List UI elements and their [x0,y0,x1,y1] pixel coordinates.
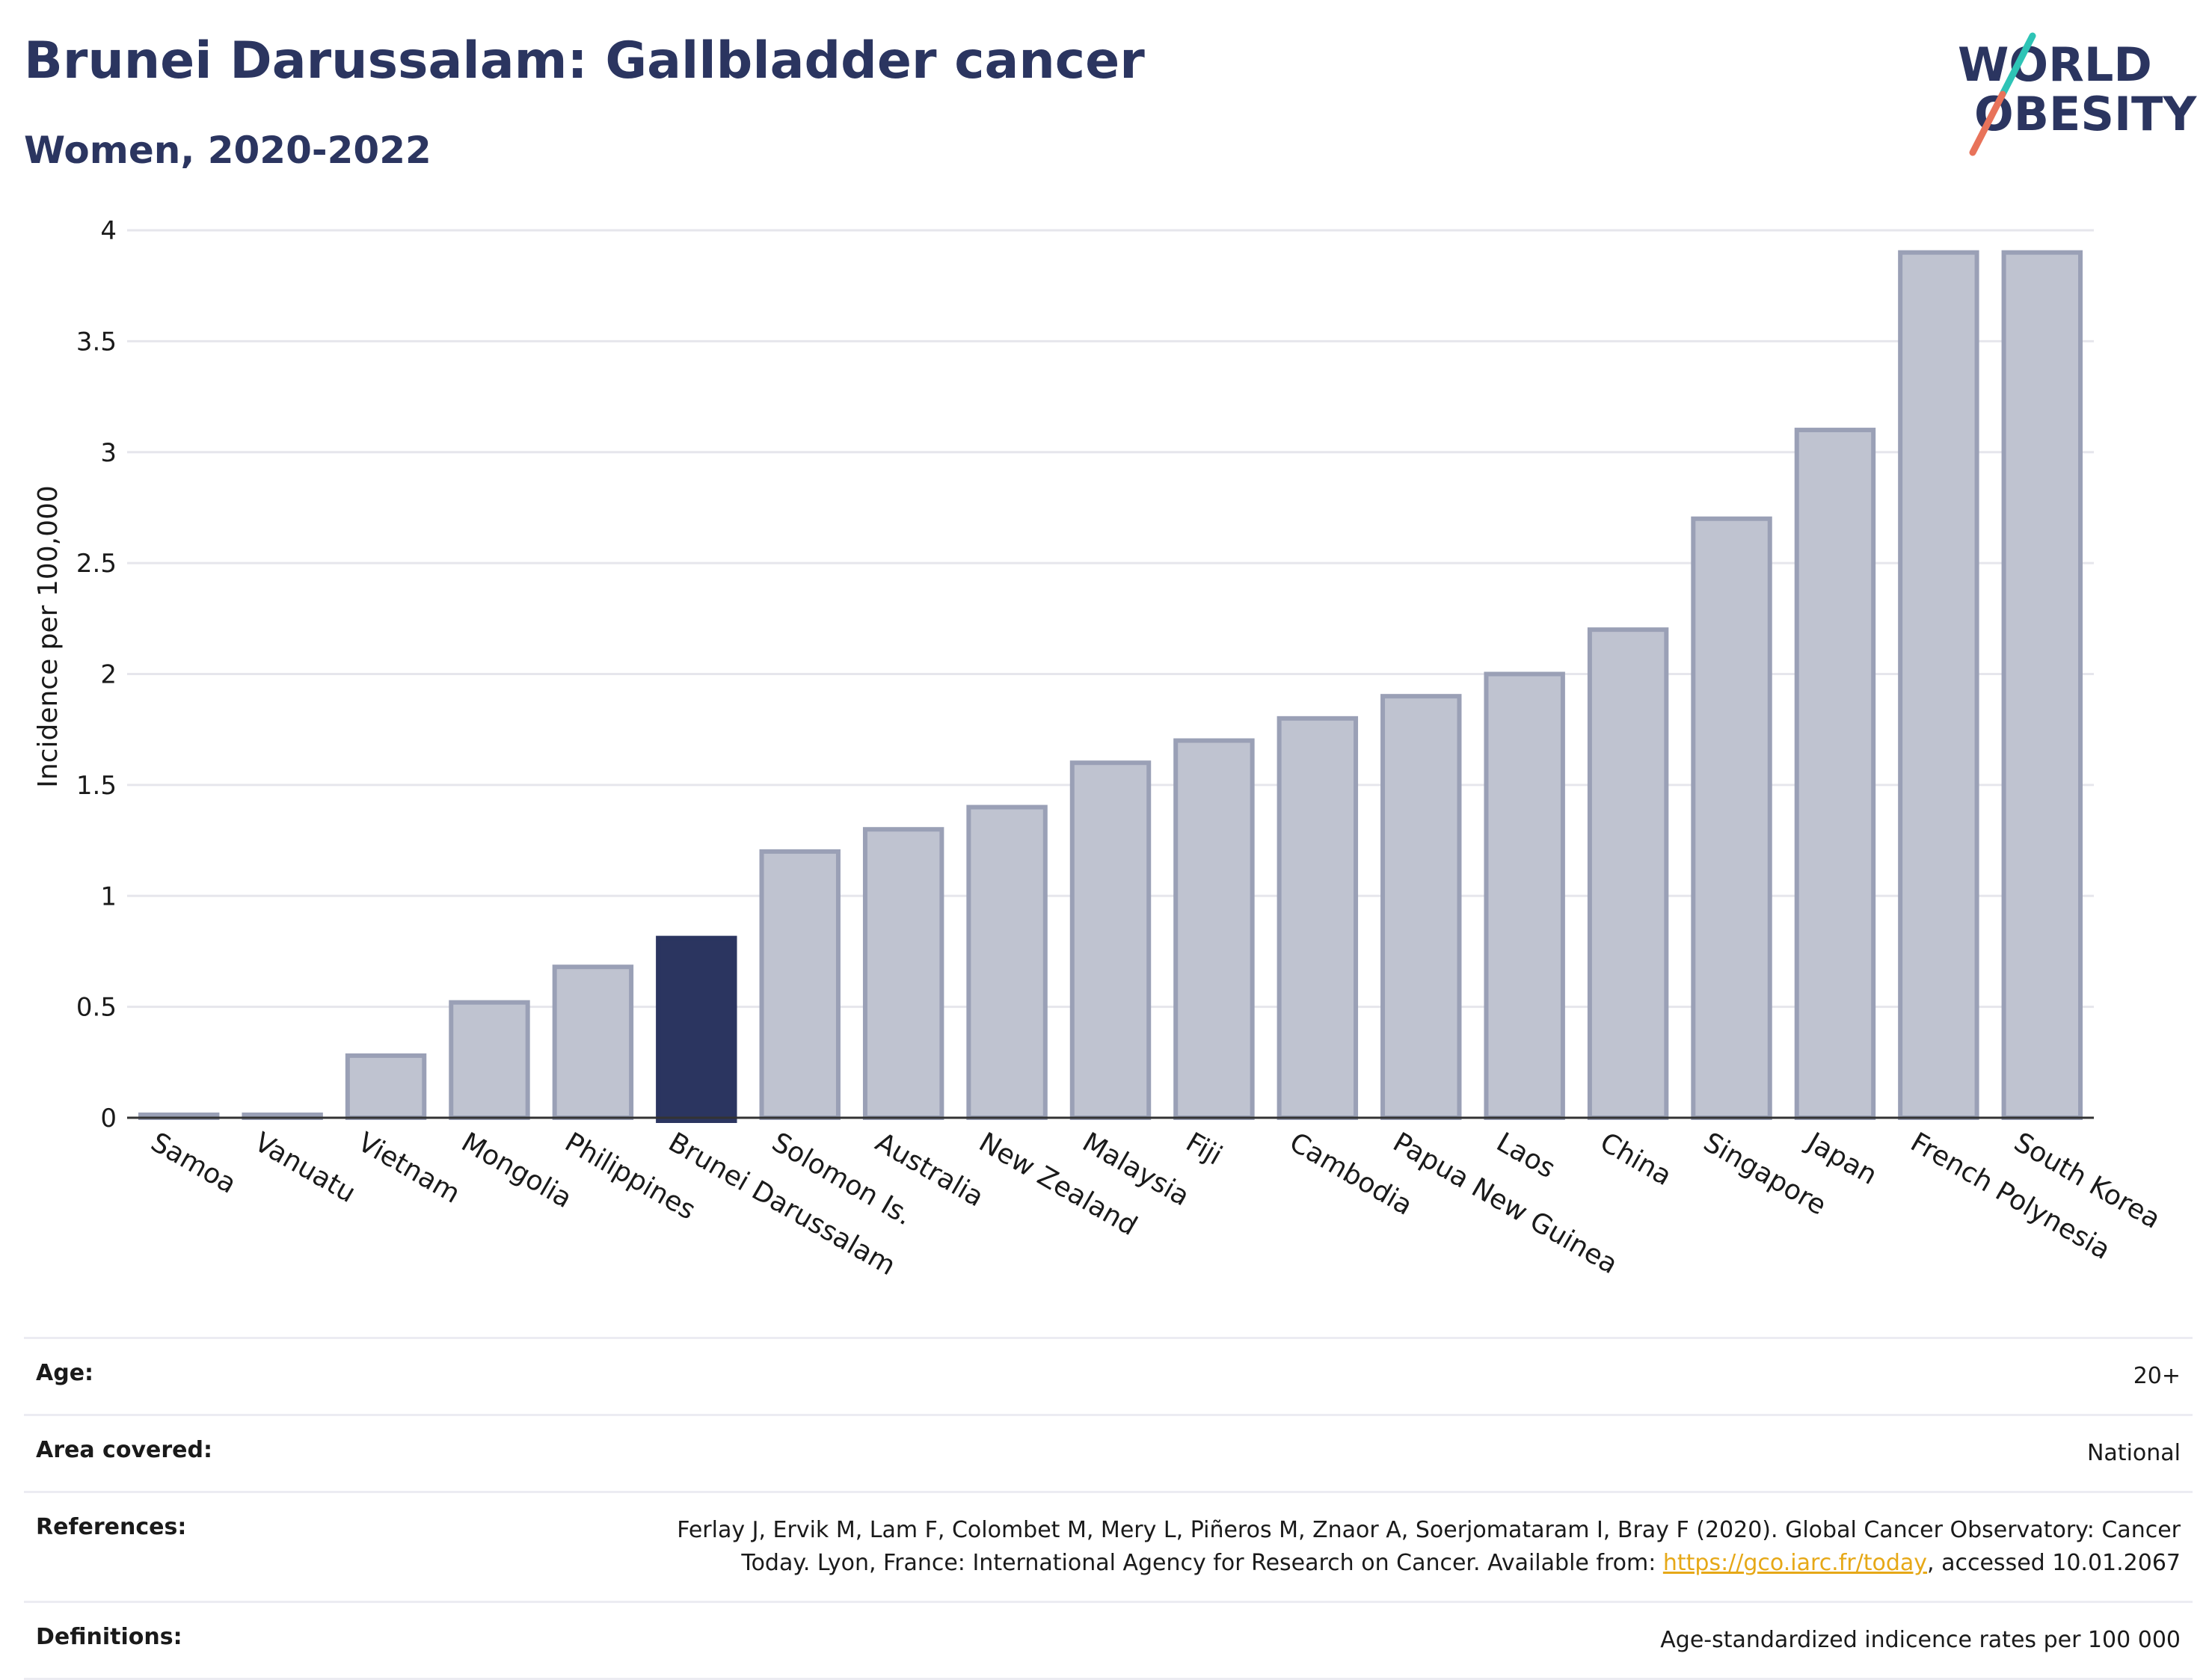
x-tick-label: Vanuatu [249,1127,360,1209]
bar-philippines [552,964,634,1120]
area-value: National [2086,1440,2181,1466]
y-tick-label: 2.5 [76,549,117,579]
logo-line-obesity: OBESITY [1974,87,2197,141]
area-label: Area covered: [36,1437,212,1463]
chart-subtitle: Women, 2020-2022 [24,129,431,172]
y-tick-label: 1 [100,881,117,911]
y-tick-label: 0.5 [76,993,117,1023]
world-obesity-logo: WORLD OBESITY [1958,32,2197,156]
references-value: Ferlay J, Ervik M, Lam F, Colombet M, Me… [610,1514,2181,1580]
chart-title: Brunei Darussalam: Gallbladder cancer [24,31,1145,90]
x-tick-label: Fiji [1181,1127,1227,1172]
meta-row-references: References: Ferlay J, Ervik M, Lam F, Co… [24,1491,2193,1601]
definitions-value: Age-standardized indicence rates per 100… [1660,1627,2181,1653]
bar-malaysia [1069,760,1152,1120]
definitions-label: Definitions: [36,1624,182,1650]
bar-new-zealand [966,804,1048,1120]
meta-row-age: Age: 20+ [24,1337,2193,1414]
y-tick-labels: 0 0.5 1 1.5 2 2.5 3 3.5 4 [76,216,117,1133]
bar-south-korea [2001,250,2083,1120]
bar-fiji [1173,738,1255,1121]
references-link[interactable]: https://gco.iarc.fr/today [1662,1550,1928,1576]
bar-papua-new-guinea [1380,694,1462,1120]
y-tick-label: 3.5 [76,327,117,357]
references-label: References: [36,1514,187,1540]
meta-row-area: Area covered: National [24,1414,2193,1491]
x-tick-label: Mongolia [456,1127,577,1214]
bar-mongolia [449,1000,530,1120]
bar-australia [862,827,944,1120]
meta-row-definitions: Definitions: Age-standardized indicence … [24,1601,2193,1680]
logo-slash-teal [1999,32,2036,98]
bar-brunei-darussalam [656,935,737,1123]
y-tick-label: 2 [100,660,117,690]
references-text: Ferlay J, Ervik M, Lam F, Colombet M, Me… [677,1517,2181,1576]
bar-japan [1794,428,1876,1120]
age-value: 20+ [2133,1363,2181,1389]
x-tick-label: Japan [1801,1126,1882,1191]
bar-laos [1484,671,1565,1120]
logo-slash-coral [1969,90,2006,156]
bar-cambodia [1276,716,1359,1120]
bars [138,250,2083,1123]
bar-singapore [1691,516,1772,1120]
x-tick-label: Laos [1491,1127,1560,1184]
x-tick-labels: Samoa VanuatuVietnamMongoliaPhilippinesBr… [146,1126,2166,1281]
age-label: Age: [36,1360,94,1386]
bar-vietnam [345,1053,427,1121]
y-tick-label: 1.5 [76,771,117,801]
bar-chart: 0 0.5 1 1.5 2 2.5 3 3.5 4 Samoa VanuatuVietnamMon… [33,216,2166,1281]
y-axis-label: Incidence per 100,000 [33,485,64,788]
y-tick-label: 0 [100,1104,117,1133]
y-tick-label: 4 [100,216,117,246]
y-tick-label: 3 [100,438,117,468]
metadata-table: Age: 20+ Area covered: National Referenc… [24,1337,2193,1680]
bar-solomon-is [759,849,841,1121]
logo-line-world: WORLD [1958,37,2152,92]
references-accessed: , accessed 10.01.2067 [1927,1550,2181,1576]
x-tick-label: Vietnam [353,1127,465,1210]
bar-french-polynesia [1898,250,1979,1120]
bar-china [1587,627,1669,1120]
x-tick-label: Samoa [146,1127,242,1200]
x-tick-label: China [1595,1127,1677,1192]
